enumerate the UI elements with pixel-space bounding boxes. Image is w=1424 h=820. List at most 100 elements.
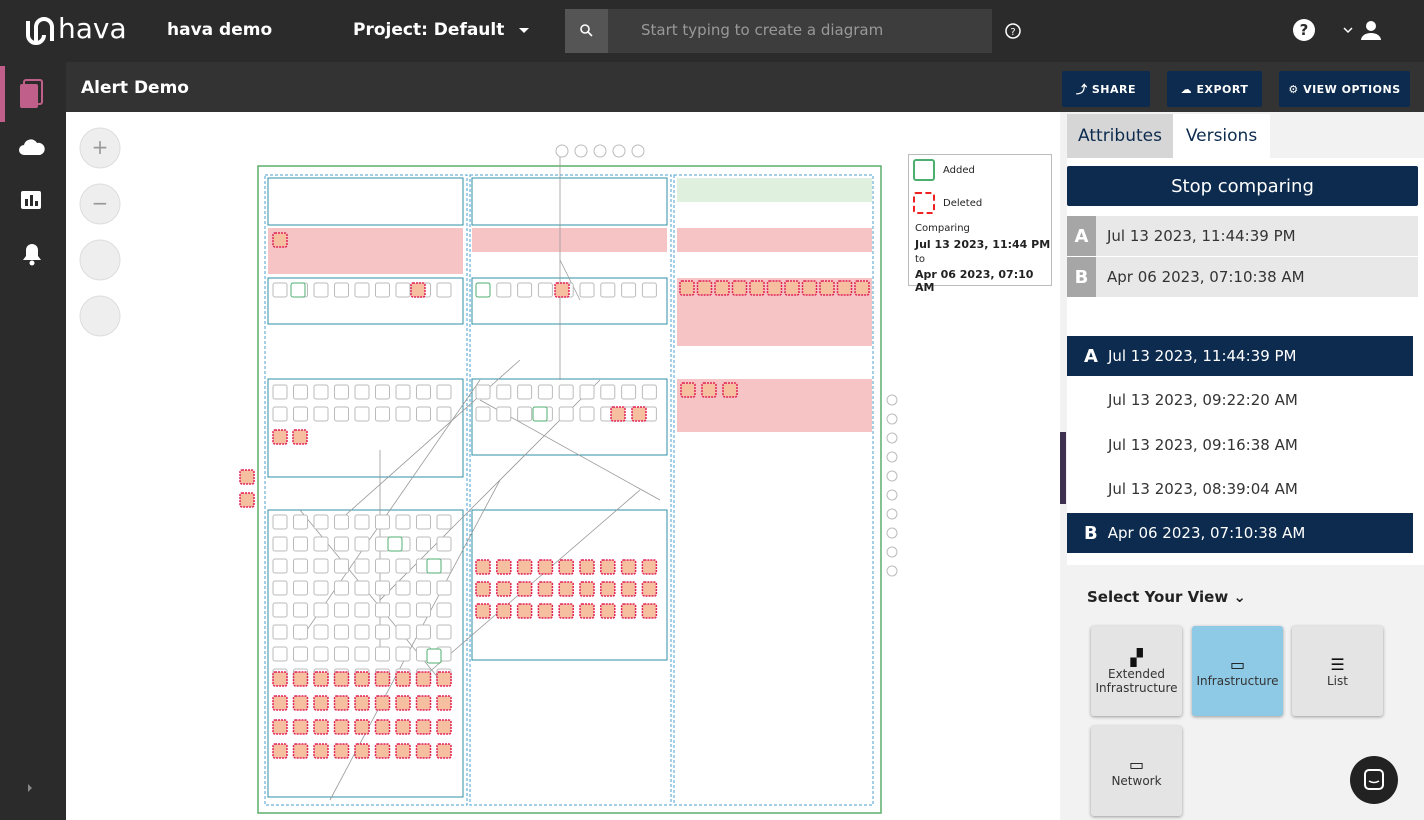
resource-icon <box>375 282 390 298</box>
help-small[interactable]: ? <box>1004 22 1022 40</box>
view-icon: ☰ <box>1330 654 1345 674</box>
deleted-label: Deleted <box>943 198 983 209</box>
version-date: Jul 13 2023, 11:44:39 PM <box>1107 347 1297 365</box>
resource-icon <box>496 559 512 575</box>
version-row[interactable]: B Apr 06 2023, 07:10:38 AM <box>1067 513 1413 553</box>
tab-attributes[interactable]: Attributes <box>1067 114 1173 158</box>
version-marker: B <box>1084 522 1098 544</box>
view-options-button[interactable]: ⚙ VIEW OPTIONS <box>1279 71 1410 107</box>
resource-icon <box>436 695 452 711</box>
resource-icon <box>558 384 574 400</box>
compare-marker: A <box>1067 216 1096 256</box>
resource-icon <box>354 743 370 759</box>
side-icon <box>886 451 898 463</box>
resource-icon <box>395 558 411 574</box>
resource-icon <box>334 536 349 552</box>
resource-icon <box>801 280 818 296</box>
resource-icon <box>313 282 329 298</box>
resource-icon <box>532 406 548 422</box>
resource-icon <box>395 384 411 400</box>
view-title[interactable]: Select Your View ⌄ <box>1087 588 1246 606</box>
export-button[interactable]: ☁ EXPORT <box>1167 71 1262 107</box>
version-row[interactable]: Jul 13 2023, 09:16:38 AM <box>1067 425 1413 465</box>
to-word: to <box>915 254 926 265</box>
resource-icon <box>272 580 288 596</box>
view-card[interactable]: ☰ List <box>1292 626 1383 716</box>
resource-icon <box>426 558 442 574</box>
view-card[interactable]: ▭ Infrastructure <box>1192 626 1283 716</box>
resource-icon <box>395 695 411 711</box>
resource-icon <box>354 719 370 735</box>
resource-icon <box>680 382 696 398</box>
version-date: Jul 13 2023, 09:16:38 AM <box>1108 436 1298 454</box>
resource-icon <box>819 280 835 296</box>
zoom-controls <box>79 127 121 337</box>
subnet-column <box>469 174 672 806</box>
resource-icon <box>354 406 370 422</box>
side-panel: Attributes Versions Stop comparing A Jul … <box>1060 112 1424 820</box>
version-row[interactable]: Jul 13 2023, 08:39:04 AM <box>1067 469 1413 509</box>
resource-icon <box>579 384 595 400</box>
search-input[interactable]: Start typing to create a diagram <box>608 9 992 53</box>
resource-icon <box>395 743 411 759</box>
resource-icon <box>415 671 432 687</box>
nav-reports[interactable] <box>21 191 43 211</box>
tab-versions[interactable]: Versions <box>1173 114 1270 158</box>
nav-cloud[interactable] <box>18 137 46 157</box>
from-date: Jul 13 2023, 11:44 PM <box>915 238 1051 251</box>
resource-icon <box>292 719 309 735</box>
resource-icon <box>313 624 329 640</box>
export-label: EXPORT <box>1196 82 1249 96</box>
view-card[interactable]: ▭ Network <box>1091 726 1182 816</box>
resource-icon <box>334 646 349 662</box>
resource-icon <box>784 280 800 296</box>
comparing-label: Comparing <box>915 223 970 234</box>
stop-comparing-button[interactable]: Stop comparing <box>1067 166 1418 206</box>
resource-icon <box>334 406 349 422</box>
resource-icon <box>554 282 570 298</box>
resource-icon <box>579 282 595 298</box>
share-button[interactable]: ⤴ SHARE <box>1062 71 1150 107</box>
resource-icon <box>354 514 370 530</box>
diagram-canvas[interactable]: + − <box>66 112 1060 820</box>
connection <box>559 259 581 301</box>
version-row[interactable]: A Jul 13 2023, 11:44:39 PM <box>1067 336 1413 376</box>
resource-icon <box>375 602 390 618</box>
subnet-box <box>677 228 872 252</box>
resource-icon <box>374 719 391 735</box>
resource-icon <box>416 406 431 422</box>
resource-icon <box>375 514 390 530</box>
resource-icon <box>610 406 626 422</box>
resource-icon <box>313 602 329 618</box>
version-row[interactable]: Jul 13 2023, 09:22:20 AM <box>1067 380 1413 420</box>
scroll-indicator <box>1060 432 1066 504</box>
chat-button[interactable] <box>1350 756 1398 804</box>
nav-alerts[interactable] <box>20 242 44 266</box>
resource-icon <box>836 280 853 296</box>
subnet-column <box>264 174 468 806</box>
resource-icon <box>395 646 411 662</box>
resource-icon <box>374 743 391 759</box>
resource-icon <box>517 282 533 298</box>
help-icon[interactable]: ? <box>1293 19 1315 41</box>
resource-icon <box>600 282 616 298</box>
resource-icon <box>641 581 658 597</box>
resource-icon <box>272 232 288 248</box>
project-select[interactable]: Project: Default <box>353 20 505 40</box>
resource-icon <box>272 558 288 574</box>
zoom-out[interactable]: − <box>92 191 109 215</box>
resource-icon <box>600 559 616 575</box>
resource-icon <box>375 536 390 552</box>
resource-icon <box>517 406 533 422</box>
nav-diagrams[interactable] <box>18 78 46 108</box>
svg-text:?: ? <box>1300 21 1309 39</box>
user-menu[interactable] <box>1342 19 1382 41</box>
view-card[interactable]: ▞ Extended Infrastructure <box>1091 626 1182 716</box>
account-name[interactable]: hava demo <box>167 20 273 40</box>
side-icon <box>886 470 898 482</box>
resource-icon <box>395 580 411 596</box>
connection <box>299 379 481 641</box>
zoom-in[interactable]: + <box>92 135 109 159</box>
expand-arrow[interactable] <box>28 784 36 792</box>
resource-icon <box>395 671 411 687</box>
